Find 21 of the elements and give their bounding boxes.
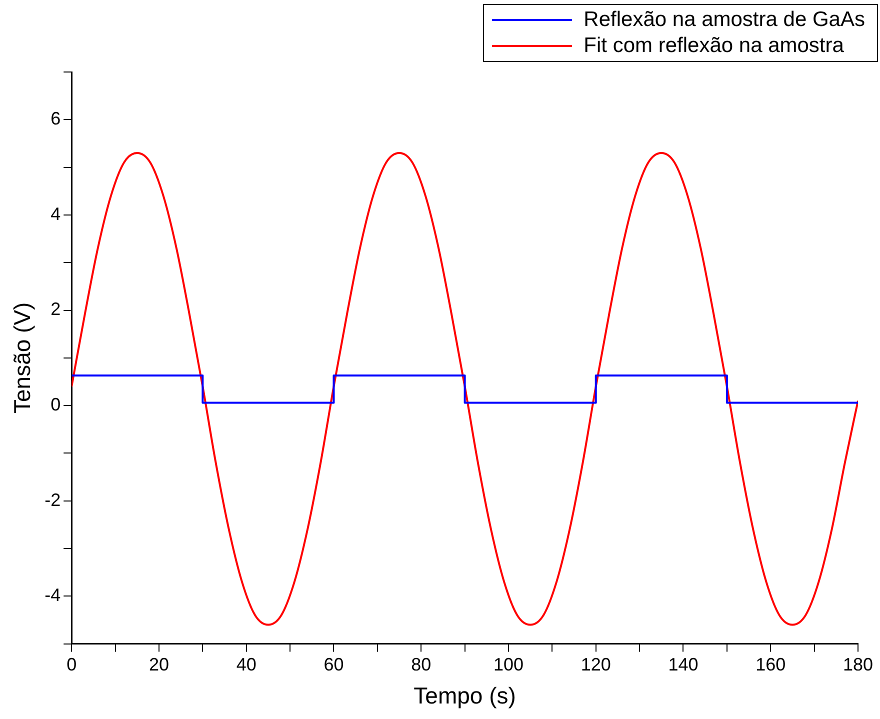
y-axis-title: Tensão (V) (9, 302, 36, 414)
x-axis-title: Tempo (s) (414, 682, 516, 709)
legend-label: Fit com reflexão na amostra (584, 33, 844, 59)
y-tick-label: 0 (50, 394, 61, 415)
x-tick-label: 80 (411, 654, 432, 675)
x-tick-label: 60 (324, 654, 344, 675)
x-tick-label: 100 (493, 654, 524, 675)
x-tick-label: 140 (668, 654, 698, 675)
y-tick-label: -2 (44, 490, 61, 510)
x-tick-label: 120 (580, 654, 611, 675)
x-tick-label: 180 (842, 654, 874, 675)
y-tick-label: 6 (50, 108, 61, 129)
y-tick-label: 2 (50, 299, 61, 320)
x-tick-label: 0 (66, 654, 77, 675)
y-tick-label: -4 (44, 585, 61, 606)
x-tick-label: 40 (236, 654, 256, 675)
line-series (72, 152, 858, 626)
legend-label: Reflexão na amostra de GaAs (584, 7, 865, 33)
x-tick-label: 160 (756, 654, 786, 675)
y-tick-label: 4 (50, 204, 61, 224)
x-tick-label: 20 (148, 654, 169, 675)
